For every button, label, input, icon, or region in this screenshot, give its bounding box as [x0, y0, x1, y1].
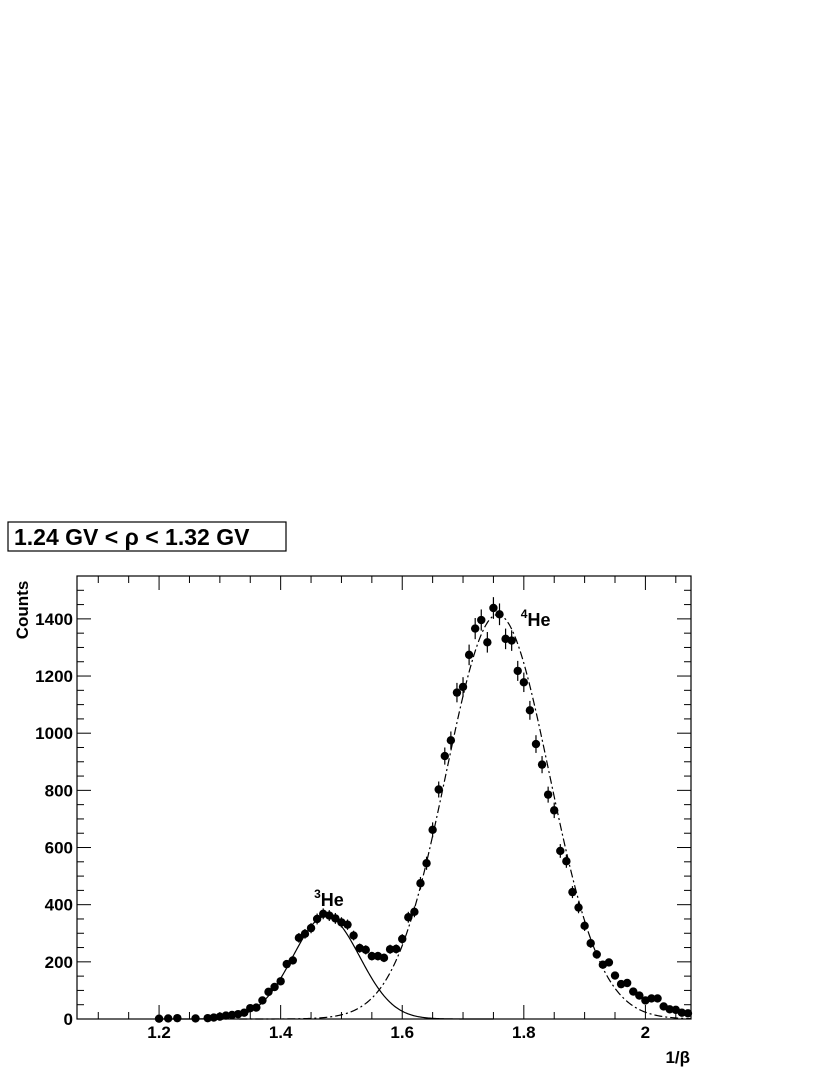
- data-point: [629, 987, 638, 996]
- data-point: [416, 879, 425, 888]
- data-point: [428, 825, 437, 834]
- data-point: [507, 636, 516, 645]
- data-point: [635, 991, 644, 1000]
- x-axis-title: 1/β: [665, 1048, 690, 1067]
- data-point: [163, 1014, 173, 1023]
- chart-title: 1.24 GV < ρ < 1.32 GV: [14, 524, 250, 550]
- data-point: [294, 933, 304, 943]
- data-point: [270, 982, 279, 992]
- peak-label-4he: 4He: [521, 607, 551, 630]
- data-point: [379, 953, 389, 963]
- data-point: [592, 950, 601, 959]
- data-point: [586, 939, 595, 948]
- chart-title-frame: [7, 521, 287, 552]
- data-point: [483, 638, 492, 647]
- data-point: [562, 857, 571, 866]
- data-point: [306, 923, 316, 933]
- chart-title-box: 1.24 GV < ρ < 1.32 GV: [7, 521, 287, 552]
- peak-label-3he: 3He: [314, 887, 344, 910]
- data-point: [574, 903, 583, 912]
- data-point: [422, 859, 431, 868]
- data-point: [203, 1013, 212, 1023]
- data-point: [312, 914, 322, 924]
- data-point: [647, 994, 656, 1003]
- data-point: [246, 1003, 255, 1013]
- y-tick-label: 600: [45, 839, 73, 858]
- y-tick-label: 1000: [35, 724, 73, 743]
- data-point: [191, 1014, 200, 1023]
- data-point: [683, 1009, 693, 1018]
- data-point: [264, 987, 273, 997]
- data-point: [300, 929, 310, 939]
- y-tick-label: 200: [45, 953, 73, 972]
- data-point: [495, 610, 504, 619]
- x-tick-label: 1.2: [147, 1023, 171, 1042]
- data-point: [367, 951, 377, 961]
- data-point: [173, 1013, 182, 1023]
- data-point: [470, 624, 480, 633]
- data-point: [677, 1008, 687, 1017]
- data-point: [434, 785, 443, 794]
- data-point: [513, 666, 522, 676]
- x-tick-label: 1.8: [512, 1023, 536, 1042]
- annotations: 3He 4He: [314, 607, 550, 910]
- data-point: [519, 678, 529, 687]
- y-tick-label: 400: [45, 896, 73, 915]
- data-point: [391, 944, 401, 954]
- y-tick-label: 1400: [35, 610, 73, 629]
- data-point: [331, 914, 340, 923]
- data-point: [446, 736, 456, 745]
- data-point: [239, 1008, 249, 1017]
- data-point: [556, 846, 565, 856]
- data-point: [610, 971, 620, 980]
- y-tick-label: 0: [64, 1010, 73, 1029]
- data-point: [349, 931, 358, 940]
- data-point: [343, 920, 352, 929]
- data-point: [252, 1003, 261, 1012]
- data-point: [489, 603, 498, 613]
- data-point: [221, 1011, 231, 1020]
- data-point: [464, 650, 474, 660]
- data-point: [288, 956, 298, 965]
- data-point: [404, 913, 413, 922]
- x-tick-label: 1.4: [269, 1023, 293, 1042]
- data-point: [568, 887, 577, 897]
- data-point: [458, 682, 468, 692]
- data-point: [410, 907, 419, 917]
- data-point: [543, 790, 553, 799]
- y-axis-title: Counts: [13, 581, 32, 640]
- data-point: [604, 958, 614, 967]
- data-point: [398, 934, 407, 944]
- y-tick-label: 800: [45, 781, 73, 800]
- data-point: [258, 996, 267, 1005]
- data-point: [537, 760, 547, 769]
- data-point: [361, 945, 370, 955]
- data-point: [653, 994, 662, 1003]
- data-point: [276, 977, 285, 986]
- data-point: [385, 945, 395, 954]
- fit-curve-4he: [239, 614, 692, 1020]
- x-tick-label: 1.6: [390, 1023, 414, 1042]
- data-point: [665, 1005, 674, 1014]
- data-point: [440, 751, 449, 761]
- data-point: [531, 739, 541, 749]
- data-point: [525, 706, 535, 715]
- data-point: [622, 978, 632, 988]
- data-point: [477, 615, 486, 625]
- fit-curve-3he: [159, 915, 494, 1020]
- data-point: [154, 1014, 164, 1023]
- data-point: [452, 688, 462, 697]
- axis-ticks: 1.2 1.4 1.6 1.8 2 0 200 400 600 800 1000 1200 1400: [35, 575, 691, 1042]
- data-point: [580, 921, 589, 931]
- data-point: [282, 959, 291, 969]
- plot-frame: [76, 575, 692, 1020]
- y-tick-label: 1200: [35, 667, 73, 686]
- data-points: [154, 597, 693, 1023]
- x-tick-label: 2: [641, 1023, 650, 1042]
- fit-curves: [159, 614, 692, 1020]
- data-point: [550, 806, 559, 815]
